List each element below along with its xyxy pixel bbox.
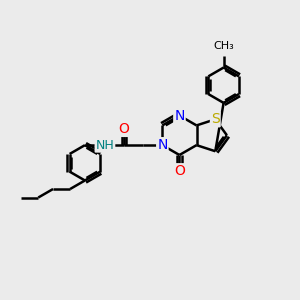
- Text: O: O: [118, 122, 130, 136]
- Text: NH: NH: [96, 139, 114, 152]
- Text: N: N: [174, 109, 184, 122]
- Text: O: O: [174, 164, 185, 178]
- Text: N: N: [157, 138, 167, 152]
- Text: S: S: [211, 112, 220, 126]
- Text: CH₃: CH₃: [213, 41, 234, 51]
